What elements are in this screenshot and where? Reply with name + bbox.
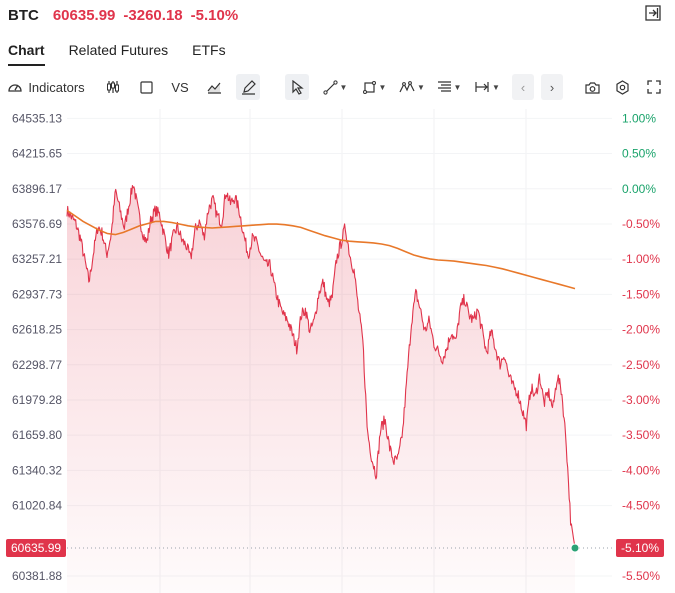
- left-tick-label: 64535.13: [12, 111, 62, 125]
- shape-tool-icon: [362, 80, 376, 94]
- current-percent-tag: -5.10%: [621, 541, 659, 555]
- left-tick-label: 61020.84: [12, 499, 62, 513]
- current-percent-tag-bg: [616, 538, 664, 557]
- price-chart[interactable]: 64535.13 64215.65 63896.17 63576.69 63257.21…: [0, 105, 675, 593]
- indicators-button[interactable]: Indicators: [6, 74, 86, 100]
- back-button[interactable]: ‹: [512, 74, 534, 100]
- square-icon: [139, 80, 153, 94]
- settings-icon: [615, 79, 629, 95]
- fullscreen-icon: [647, 80, 661, 94]
- cursor-button[interactable]: [285, 74, 309, 100]
- right-tick-label: 1.00%: [622, 111, 656, 125]
- tab-chart[interactable]: Chart: [8, 42, 45, 66]
- left-tick-label: 61979.28: [12, 393, 62, 407]
- pattern-tool-button[interactable]: ▼: [395, 74, 429, 100]
- screenshot-button[interactable]: [581, 74, 603, 100]
- candlestick-button[interactable]: [102, 74, 124, 100]
- pen-icon: [241, 79, 256, 95]
- tab-etfs[interactable]: ETFs: [192, 42, 226, 58]
- left-tick-label: 62618.25: [12, 323, 62, 337]
- price-change-percent: -5.10%: [190, 6, 239, 24]
- average-line: [66, 209, 576, 290]
- indicators-icon: [8, 84, 22, 92]
- square-button[interactable]: [135, 74, 157, 100]
- left-tick-label: 62937.73: [12, 287, 62, 301]
- settings-button[interactable]: [611, 74, 633, 100]
- tab-bar: Chart Related Futures ETFs: [8, 42, 226, 66]
- price-change: -3260.18: [123, 6, 183, 24]
- left-tick-label: 63896.17: [12, 182, 62, 196]
- tab-related-futures[interactable]: Related Futures: [68, 42, 169, 58]
- current-price-tag-bg: [6, 538, 66, 557]
- vs-button[interactable]: VS: [171, 79, 189, 95]
- left-tick-label: 64215.65: [12, 147, 62, 161]
- candlestick-icon: [107, 81, 119, 93]
- right-tick-label: -1.50%: [622, 287, 660, 301]
- shape-tool-button[interactable]: ▼: [357, 74, 391, 100]
- right-tick-label: -0.50%: [622, 217, 660, 231]
- camera-icon: [584, 81, 600, 94]
- cursor-icon: [291, 79, 304, 95]
- right-tick-label: -2.00%: [622, 323, 660, 337]
- right-tick-label: 0.00%: [622, 182, 656, 196]
- area-chart-button[interactable]: [202, 74, 226, 100]
- price-header: BTC 60635.99 -3260.18 -5.10%: [8, 5, 238, 25]
- left-price-axis: 64535.13 64215.65 63896.17 63576.69 63257.21…: [12, 111, 62, 583]
- right-tick-label: -2.50%: [622, 358, 660, 372]
- measure-tool-button[interactable]: ▼: [470, 74, 504, 100]
- last-price: 60635.99: [52, 6, 116, 24]
- forward-icon: ›: [549, 79, 555, 95]
- current-price-dot: [570, 543, 580, 553]
- right-tick-label: -1.00%: [622, 252, 660, 266]
- right-tick-label: -3.50%: [622, 428, 660, 442]
- measure-tool-icon: [475, 82, 489, 92]
- pattern-tool-icon: [399, 80, 415, 92]
- text-tool-icon: [437, 81, 451, 92]
- chart-toolbar: Indicators VS ▼ ▼ ▼ ▼ ▼ ‹ ›: [0, 74, 675, 102]
- left-tick-label: 63576.69: [12, 217, 62, 231]
- left-tick-label: 62298.77: [12, 358, 62, 372]
- right-tick-label: -4.50%: [622, 499, 660, 513]
- left-tick-label: 61659.80: [12, 428, 62, 442]
- expand-icon[interactable]: [645, 5, 661, 21]
- right-tick-label: -4.00%: [622, 463, 660, 477]
- back-icon: ‹: [520, 79, 526, 95]
- forward-button[interactable]: ›: [541, 74, 563, 100]
- current-price-tag: 60635.99: [11, 541, 61, 555]
- draw-button[interactable]: [236, 74, 260, 100]
- price-line: [66, 184, 576, 549]
- left-tick-label: 61340.32: [12, 463, 62, 477]
- price-area: [67, 185, 575, 593]
- indicators-label: Indicators: [28, 79, 85, 95]
- left-tick-label: 60381.88: [12, 569, 62, 583]
- right-tick-label: 0.50%: [622, 147, 656, 161]
- right-tick-label: -5.50%: [622, 569, 660, 583]
- fullscreen-button[interactable]: [643, 74, 665, 100]
- line-tool-button[interactable]: ▼: [318, 74, 352, 100]
- right-tick-label: -3.00%: [622, 393, 660, 407]
- right-percent-axis: 1.00% 0.50% 0.00% -0.50% -1.00% -1.50% -2.00% -…: [622, 111, 660, 583]
- area-chart-icon: [207, 82, 221, 94]
- symbol: BTC: [8, 6, 39, 24]
- line-tool-icon: [322, 79, 338, 95]
- text-tool-button[interactable]: ▼: [432, 74, 466, 100]
- left-tick-label: 63257.21: [12, 252, 62, 266]
